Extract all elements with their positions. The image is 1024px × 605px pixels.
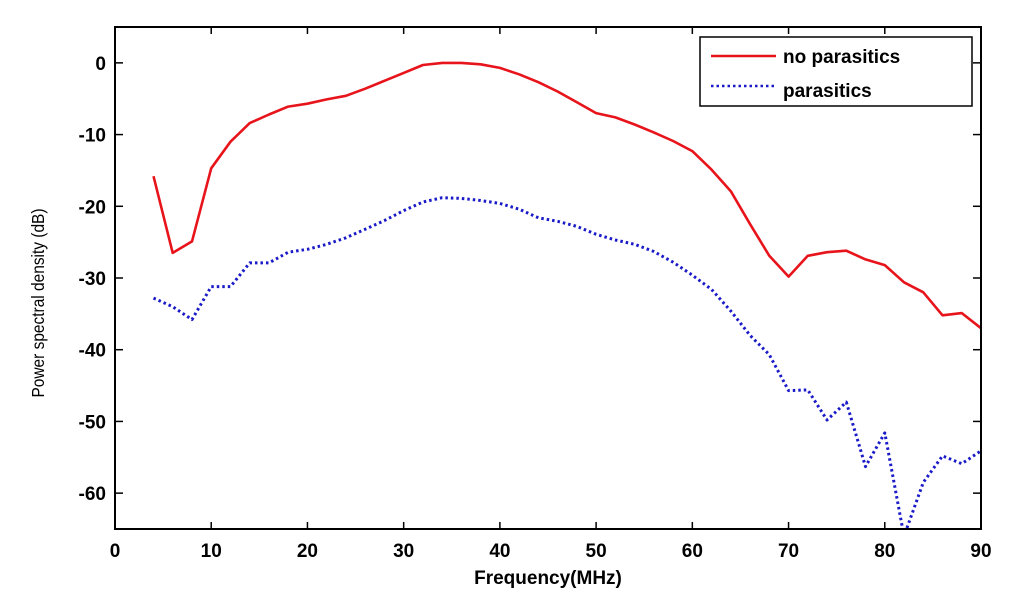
x-tick-label: 10 (201, 541, 222, 562)
series-line-parasitics (152, 196, 981, 529)
legend: no parasitics parasitics (699, 36, 973, 107)
x-tick-label: 90 (970, 541, 991, 562)
x-tick-label: 20 (297, 541, 318, 562)
x-axis: 0 10 20 30 40 50 60 70 80 90 (110, 27, 992, 562)
x-tick-label: 30 (393, 541, 414, 562)
x-axis-title: Frequency(MHz) (474, 568, 622, 589)
y-tick-label: -60 (79, 484, 106, 505)
x-tick-label: 80 (874, 541, 895, 562)
x-tick-label: 60 (682, 541, 703, 562)
y-tick-label: -10 (79, 126, 106, 147)
x-tick-label: 70 (778, 541, 799, 562)
y-tick-label: -50 (79, 412, 106, 433)
x-tick-label: 50 (586, 541, 607, 562)
legend-label-no-parasitics: no parasitics (783, 47, 900, 68)
series-layer (152, 61, 981, 529)
legend-label-parasitics: parasitics (783, 81, 872, 102)
y-tick-label: -30 (79, 269, 106, 290)
y-tick-label: -20 (79, 197, 106, 218)
y-axis: 0 -10 -20 -30 -40 -50 -60 (79, 54, 981, 505)
x-tick-label: 0 (110, 541, 121, 562)
y-axis-title: Power spectral density (dB) (28, 208, 48, 397)
y-tick-label: -40 (79, 341, 106, 362)
legend-box (699, 36, 973, 107)
series-line-no-parasitics (152, 61, 981, 330)
x-tick-label: 40 (489, 541, 510, 562)
y-tick-label: 0 (95, 54, 106, 75)
